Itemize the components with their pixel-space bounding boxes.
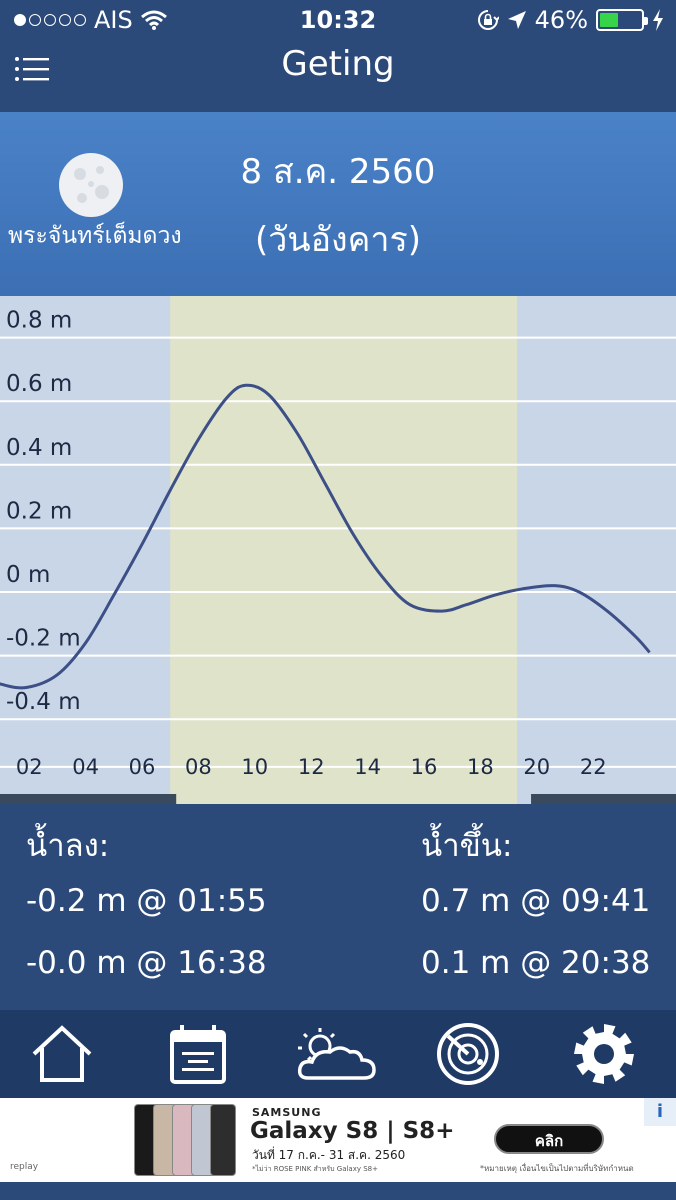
tide-info: น้ำลง: -0.2 m @ 01:55 -0.0 m @ 16:38 น้ำ… [0, 804, 676, 1010]
page-title: Geting [281, 44, 395, 84]
x-tick-label: 06 [129, 755, 156, 779]
signal-strength [14, 14, 86, 26]
moon-phase-label: พระจันทร์เต็มดวง [8, 223, 182, 249]
radar-icon[interactable] [436, 1022, 500, 1086]
ad-info-icon[interactable]: i [644, 1098, 676, 1126]
x-tick-label: 16 [411, 755, 438, 779]
high-tide-heading: น้ำขึ้น: [421, 828, 513, 864]
low-tide-heading: น้ำลง: [26, 828, 110, 864]
status-time: 10:32 [299, 6, 377, 34]
battery-icon [596, 9, 648, 31]
x-tick-label: 22 [580, 755, 607, 779]
ad-disclaimer: *หมายเหตุ เงื่อนไขเป็นไปตามที่บริษัทกำหน… [480, 1164, 634, 1173]
battery-level [600, 13, 619, 27]
y-tick-label: 0.8 m [6, 308, 72, 334]
ad-banner[interactable]: SAMSUNG Galaxy S8 | S8+ วันที่ 17 ก.ค.- … [0, 1098, 676, 1182]
ad-phone [210, 1104, 236, 1176]
ad-fine-print: *ไม่ว่า ROSE PINK สำหรับ Galaxy S8+ [252, 1165, 378, 1173]
x-tick-label: 14 [354, 755, 381, 779]
status-right: 46% [477, 6, 664, 34]
signal-dot [44, 14, 56, 26]
ad-network-label: replay [10, 1162, 39, 1172]
tide-curve [0, 383, 651, 690]
x-tick-label: 02 [16, 755, 43, 779]
settings-icon[interactable] [572, 1022, 636, 1086]
low-tide-entry: -0.2 m @ 01:55 [26, 883, 267, 919]
calendar-icon[interactable] [166, 1022, 230, 1086]
ad-click-button[interactable]: คลิก [494, 1124, 604, 1154]
signal-dot [74, 14, 86, 26]
y-tick-label: 0.4 m [6, 435, 72, 461]
y-tick-label: 0.6 m [6, 371, 72, 397]
status-left: AIS [14, 6, 167, 34]
tide-chart[interactable]: 0.8 m 0.6 m 0.4 m 0.2 m 0 m -0.2 m -0.4 m 02 04 0… [0, 296, 676, 804]
wifi-icon [140, 10, 167, 30]
date-header: พระจันทร์เต็มดวง 8 ส.ค. 2560 (วันอังคาร) [0, 112, 676, 296]
ad-dates: วันที่ 17 ก.ค.- 31 ส.ค. 2560 [252, 1148, 406, 1162]
bottom-strip [0, 1182, 676, 1200]
high-tide-column: น้ำขึ้น: 0.7 m @ 09:41 0.1 m @ 20:38 [421, 820, 650, 994]
y-tick-label: -0.4 m [6, 689, 81, 715]
battery-percent: 46% [534, 6, 588, 34]
charging-icon [653, 9, 663, 31]
carrier-name: AIS [94, 6, 133, 34]
signal-dot [29, 14, 41, 26]
y-tick-label: -0.2 m [6, 626, 81, 652]
nav-bar: Geting [0, 40, 676, 110]
rotation-lock-icon [477, 10, 499, 30]
date-label: 8 ส.ค. 2560 [240, 152, 436, 192]
full-moon-icon [59, 153, 123, 217]
low-tide-column: น้ำลง: -0.2 m @ 01:55 -0.0 m @ 16:38 [26, 820, 267, 994]
ad-brand: SAMSUNG [252, 1106, 322, 1119]
tab-bar [0, 1010, 676, 1098]
y-tick-label: 0 m [6, 562, 50, 588]
location-arrow-icon [507, 11, 526, 29]
home-icon[interactable] [30, 1022, 94, 1086]
high-tide-entry: 0.7 m @ 09:41 [421, 883, 651, 919]
status-bar: AIS 10:32 46% [0, 0, 676, 40]
x-tick-label: 08 [185, 755, 212, 779]
y-tick-label: 0.2 m [6, 498, 72, 524]
tide-chart-svg: 0.8 m 0.6 m 0.4 m 0.2 m 0 m -0.2 m -0.4 m 02 04 0… [0, 296, 676, 804]
low-tide-entry: -0.0 m @ 16:38 [26, 945, 267, 981]
signal-dot [59, 14, 71, 26]
weather-icon[interactable] [290, 1022, 378, 1086]
axis-bar-left [0, 794, 177, 804]
x-tick-label: 04 [72, 755, 99, 779]
x-tick-label: 20 [523, 755, 550, 779]
daylight-band [170, 296, 518, 804]
x-tick-label: 12 [298, 755, 325, 779]
x-tick-label: 10 [241, 755, 268, 779]
weekday-label: (วันอังคาร) [255, 220, 421, 260]
ad-model: Galaxy S8 | S8+ [250, 1118, 455, 1144]
signal-dot [14, 14, 26, 26]
menu-list-icon[interactable] [14, 54, 50, 84]
high-tide-entry: 0.1 m @ 20:38 [421, 945, 651, 981]
x-tick-label: 18 [467, 755, 494, 779]
axis-bar-right [531, 794, 676, 804]
